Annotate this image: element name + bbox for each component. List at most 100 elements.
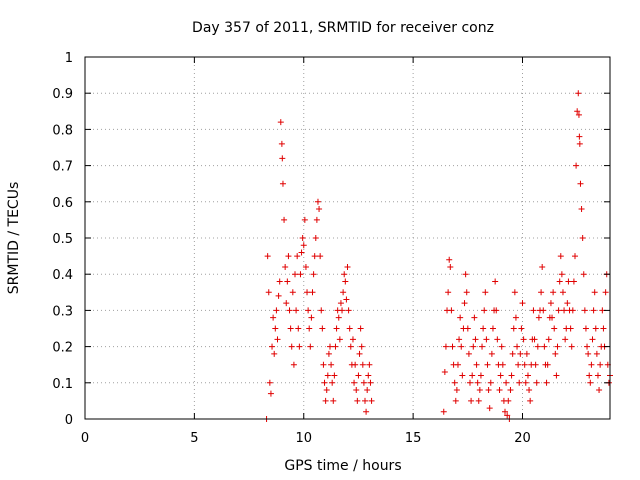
data-point — [286, 307, 293, 314]
y-tick-label: 0.6 — [52, 196, 73, 211]
data-point — [502, 408, 508, 415]
data-point — [290, 361, 297, 368]
data-point — [335, 314, 342, 321]
data-point — [509, 350, 516, 357]
data-point — [342, 278, 349, 285]
data-point — [584, 343, 591, 350]
data-point — [494, 336, 501, 343]
data-point — [316, 206, 323, 213]
y-axis-label: SRMTID / TECUs — [6, 182, 22, 295]
data-point — [337, 300, 344, 307]
data-point — [545, 336, 552, 343]
data-point — [534, 343, 541, 350]
data-point — [503, 379, 510, 386]
data-point — [484, 361, 491, 368]
data-point — [559, 289, 566, 296]
data-point — [523, 350, 530, 357]
data-point — [311, 253, 318, 260]
data-point — [468, 397, 475, 404]
data-point — [576, 140, 583, 147]
x-tick-label: 15 — [405, 431, 422, 446]
data-point — [299, 235, 306, 241]
data-point — [271, 350, 278, 357]
data-point — [580, 271, 587, 278]
data-point — [562, 336, 569, 343]
y-tick-label: 0.4 — [52, 268, 73, 283]
data-point — [367, 379, 374, 386]
data-point — [312, 235, 319, 241]
data-point — [590, 307, 597, 314]
data-point — [295, 325, 302, 332]
data-point — [301, 216, 308, 223]
data-point — [359, 361, 366, 368]
data-point — [300, 242, 307, 249]
data-point — [486, 405, 493, 412]
data-point — [446, 256, 453, 263]
data-point — [293, 307, 300, 314]
data-point — [531, 336, 538, 343]
data-point — [456, 336, 463, 343]
data-point — [458, 343, 465, 350]
data-point — [469, 372, 476, 379]
data-point — [488, 350, 495, 357]
data-point — [447, 263, 454, 270]
data-point — [561, 307, 568, 314]
data-point — [270, 314, 277, 321]
data-point — [459, 372, 466, 379]
y-tick-label: 0.9 — [52, 87, 73, 102]
data-point — [541, 343, 548, 350]
data-point — [521, 361, 528, 368]
data-point — [266, 379, 273, 386]
data-point — [577, 180, 584, 187]
data-point — [275, 292, 282, 299]
data-point — [538, 289, 545, 296]
data-point — [440, 408, 447, 415]
data-point — [322, 397, 329, 404]
data-point — [480, 325, 487, 332]
data-point — [284, 278, 291, 285]
data-point — [321, 379, 328, 386]
data-point — [304, 289, 311, 296]
data-point — [535, 314, 542, 321]
data-point — [578, 206, 585, 213]
data-point — [354, 397, 361, 404]
data-point — [452, 397, 459, 404]
x-tick-label: 20 — [514, 431, 531, 446]
data-point — [332, 343, 339, 350]
data-point — [272, 325, 279, 332]
data-point — [552, 350, 559, 357]
data-point — [465, 350, 472, 357]
data-point — [313, 216, 320, 223]
data-point — [364, 387, 371, 394]
data-point — [358, 343, 365, 350]
data-point — [442, 343, 449, 350]
data-point — [329, 379, 336, 386]
y-axis-tick-labels: 0 0.1 0.2 0.3 0.4 0.5 0.6 0.7 0.8 0.9 1 — [52, 51, 73, 428]
data-point — [547, 300, 554, 307]
data-point — [540, 307, 547, 314]
data-point — [498, 343, 505, 350]
x-axis-tick-labels: 0 5 10 15 20 — [81, 431, 531, 446]
y-tick-label: 0.3 — [52, 304, 73, 319]
data-point — [515, 361, 522, 368]
data-point — [591, 289, 598, 296]
data-point — [516, 379, 523, 386]
data-point — [482, 289, 489, 296]
data-point — [585, 350, 592, 357]
data-point — [527, 397, 534, 404]
data-point — [449, 343, 456, 350]
data-point — [520, 336, 527, 343]
data-point — [462, 271, 469, 278]
data-point — [485, 387, 492, 394]
data-point — [441, 368, 448, 375]
data-point — [320, 361, 327, 368]
data-point — [533, 379, 540, 386]
data-point — [288, 343, 295, 350]
data-point — [457, 314, 464, 321]
data-point — [476, 387, 483, 394]
data-point — [309, 289, 316, 296]
data-point — [343, 296, 350, 303]
data-point — [518, 325, 525, 332]
data-point — [454, 361, 461, 368]
data-point — [519, 300, 526, 307]
